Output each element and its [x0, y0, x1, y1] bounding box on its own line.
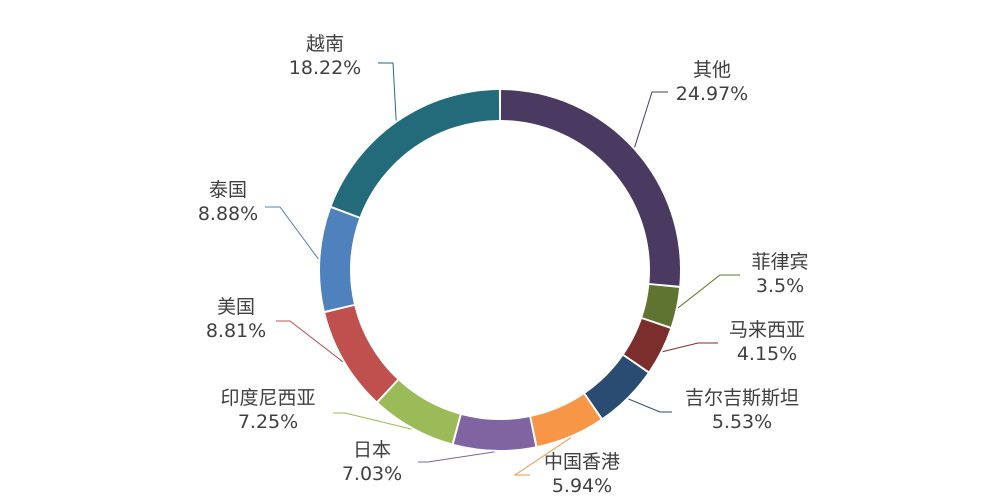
slice-label-4: 吉尔吉斯斯坦 — [685, 387, 799, 409]
donut-slice-8 — [325, 305, 398, 402]
slice-label-3: 马来西亚 — [729, 319, 805, 341]
slice-label-10: 越南 — [306, 33, 344, 55]
slice-value-label-5: 5.94% — [552, 475, 612, 497]
slice-value-label-8: 8.81% — [206, 320, 266, 342]
slice-label-6: 日本 — [353, 439, 391, 461]
donut-slice-1 — [500, 90, 681, 286]
slice-value-label-1: 24.97% — [676, 83, 748, 105]
leader-line-1 — [634, 91, 668, 148]
leader-line-4 — [628, 398, 672, 413]
slice-value-label-3: 4.15% — [737, 343, 797, 365]
slice-value-label-10: 18.22% — [289, 57, 361, 79]
slice-value-label-2: 3.5% — [756, 275, 804, 297]
donut-slice-5 — [531, 394, 601, 447]
leader-line-9 — [265, 206, 319, 260]
slice-label-9: 泰国 — [209, 179, 247, 201]
leader-line-6 — [418, 451, 495, 463]
leader-line-7 — [333, 412, 412, 430]
donut-slice-9 — [319, 208, 360, 311]
donut-slice-2 — [642, 284, 680, 327]
donut-slice-10 — [331, 90, 500, 217]
leader-line-2 — [677, 274, 740, 309]
slice-value-label-9: 8.88% — [198, 203, 258, 225]
donut-slice-3 — [624, 318, 671, 372]
donut-slice-7 — [378, 380, 460, 444]
leader-line-5 — [513, 437, 572, 476]
slice-label-8: 美国 — [217, 296, 255, 318]
slice-label-7: 印度尼西亚 — [220, 387, 315, 409]
leader-line-10 — [378, 62, 397, 121]
slice-label-1: 其他 — [693, 59, 731, 81]
slice-value-label-6: 7.03% — [342, 463, 402, 485]
slice-value-label-4: 5.53% — [712, 411, 772, 433]
slice-label-5: 中国香港 — [544, 451, 620, 473]
donut-slice-4 — [585, 355, 648, 419]
slice-label-2: 菲律宾 — [751, 251, 808, 273]
leader-line-8 — [276, 320, 344, 363]
leader-line-3 — [662, 342, 718, 353]
donut-slice-6 — [453, 414, 536, 451]
slice-value-label-7: 7.25% — [238, 411, 298, 433]
